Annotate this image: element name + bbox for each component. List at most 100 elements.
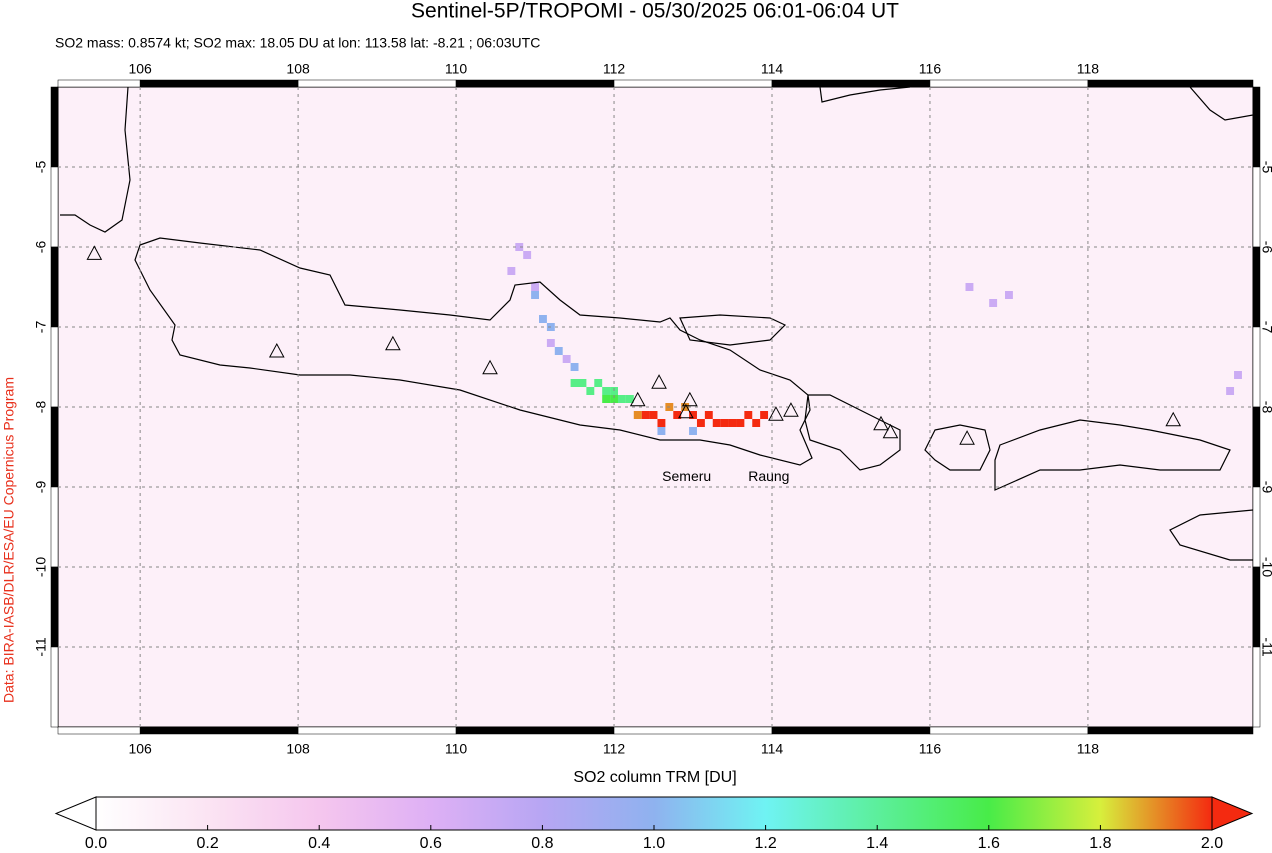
frame-bar — [57, 79, 141, 88]
volcano-marker — [86, 245, 103, 260]
colorbar-tick-label: 0.8 — [531, 835, 553, 852]
so2-cell — [728, 419, 737, 427]
volcano-marker — [385, 335, 401, 351]
frame-bar — [1252, 86, 1261, 168]
title: Sentinel-5P/TROPOMI - 05/30/2025 06:01-0… — [411, 0, 899, 23]
so2-cell — [570, 379, 579, 387]
frame-bar — [50, 566, 59, 648]
colorbar-tick-label: 0.6 — [420, 835, 442, 852]
so2-cell — [610, 395, 618, 403]
y-tick-label: -5 — [33, 161, 49, 174]
frame-bar — [1252, 646, 1261, 728]
colorbar-tick-label: 1.6 — [978, 835, 1000, 852]
colorbar-tick-label: 1.4 — [866, 835, 888, 852]
colorbar-tick-label: 1.0 — [643, 835, 665, 852]
coast-sulawesi — [1189, 87, 1253, 121]
so2-cell — [649, 411, 658, 419]
frame-bar — [1252, 166, 1261, 248]
volcano-marker — [959, 430, 975, 445]
colorbar-tick-label: 1.2 — [754, 835, 776, 852]
frame-bar — [50, 326, 59, 408]
frame-bar — [929, 726, 1089, 735]
frame-bar — [50, 486, 59, 568]
y-tick-label: -8 — [33, 401, 49, 414]
coast-sumbawa — [994, 419, 1231, 491]
frame-bar — [50, 86, 59, 168]
so2-cell — [689, 427, 697, 435]
y-tick-label: -5 — [1259, 161, 1272, 174]
y-tick-label: -10 — [1259, 557, 1272, 577]
y-tick-label: -10 — [33, 557, 49, 577]
x-tick-label: 106 — [128, 741, 152, 757]
so2-cell — [531, 291, 540, 299]
frame-bar — [50, 166, 59, 248]
volcano-marker — [873, 415, 889, 431]
x-tick-label: 112 — [603, 741, 626, 757]
so2-cell — [657, 419, 666, 427]
so2-cell — [673, 411, 682, 419]
y-tick-label: -6 — [33, 241, 49, 254]
so2-cell — [989, 299, 998, 307]
frame-bar — [50, 406, 59, 488]
x-tick-label: 118 — [1077, 61, 1100, 77]
frame-bar — [455, 726, 615, 735]
frame-bar — [613, 79, 773, 88]
so2-cell — [965, 283, 974, 291]
x-tick-label: 110 — [445, 741, 468, 757]
x-tick-label: 114 — [761, 61, 784, 77]
frame-bar — [613, 726, 773, 735]
frame-bar — [771, 726, 931, 735]
y-tick-label: -7 — [33, 321, 49, 334]
y-tick-label: -9 — [1259, 481, 1272, 494]
so2-cell — [712, 419, 721, 427]
frame-bar — [1087, 79, 1254, 88]
so2-cell — [657, 427, 666, 435]
y-tick-label: -6 — [1259, 241, 1272, 254]
volcano-marker — [651, 374, 667, 389]
coast-sumba — [1169, 509, 1253, 561]
so2-cell — [704, 411, 713, 419]
frame-bar — [50, 646, 59, 728]
y-tick-label: -8 — [1259, 401, 1272, 414]
x-tick-label: 108 — [286, 741, 310, 757]
frame-bar — [50, 246, 59, 328]
y-tick-label: -11 — [33, 637, 49, 656]
so2-cell — [720, 419, 729, 427]
frame-bar — [929, 79, 1089, 88]
so2-cell — [752, 419, 761, 427]
y-tick-label: -11 — [1259, 637, 1272, 656]
frame-bar — [57, 726, 141, 735]
volcano-marker — [268, 342, 285, 358]
colorbar-under — [54, 796, 97, 831]
so2-cell — [633, 411, 642, 419]
frame-bar — [297, 79, 457, 88]
frame-bar — [771, 79, 931, 88]
so2-cell — [641, 411, 650, 419]
so2-cell — [539, 315, 547, 323]
subtitle: SO2 mass: 0.8574 kt; SO2 max: 18.05 DU a… — [55, 35, 540, 51]
colorbar-tick-label: 1.8 — [1089, 835, 1111, 852]
volcano-marker — [783, 402, 799, 417]
x-tick-label: 110 — [445, 61, 468, 77]
so2-cell — [1226, 387, 1235, 395]
frame-bar — [139, 79, 299, 88]
frame-bar — [1252, 566, 1261, 648]
colorbar-tick-label: 0.4 — [308, 835, 330, 852]
coast-bali — [804, 394, 901, 471]
coast-borneo — [819, 87, 911, 103]
coast-lombok — [924, 424, 991, 471]
y-tick-label: -7 — [1259, 321, 1272, 334]
colorbar-tick-label: 0.0 — [85, 835, 107, 852]
colorbar — [95, 796, 1213, 831]
volcano-marker — [629, 391, 646, 407]
x-tick-label: 116 — [919, 61, 942, 77]
coastlines — [60, 87, 1253, 561]
so2-cell — [554, 347, 563, 355]
frame-bar — [1252, 406, 1261, 488]
so2-cell — [546, 339, 555, 347]
volcano-marker — [882, 423, 899, 439]
so2-cell — [507, 267, 516, 275]
frame-bar — [455, 79, 615, 88]
so2-cell — [625, 395, 634, 403]
